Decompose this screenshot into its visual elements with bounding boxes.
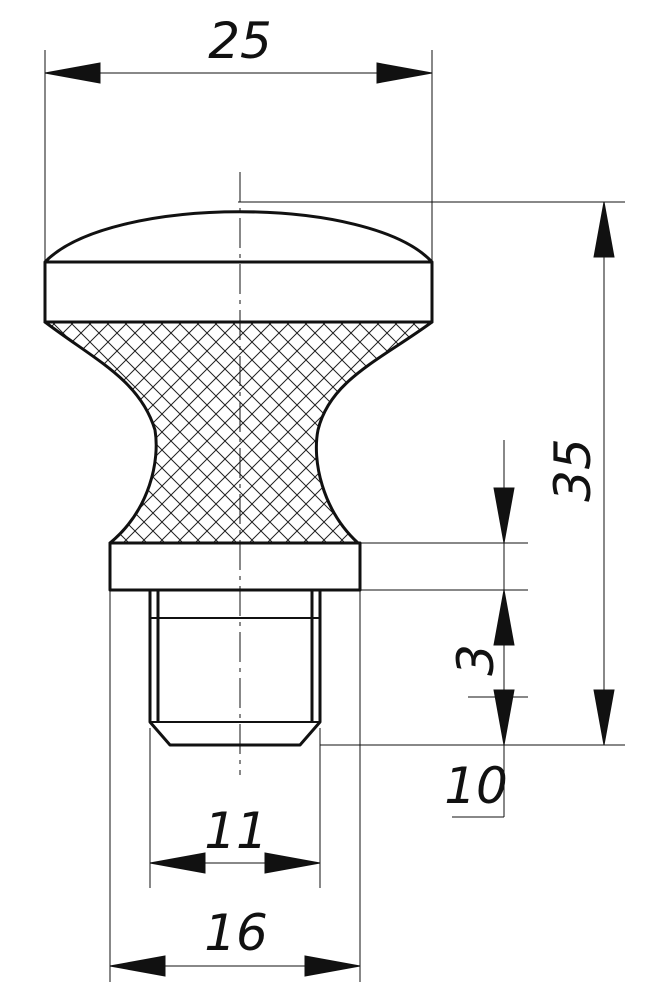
dim-overall-height: 35: [544, 438, 602, 502]
threaded-shank: [148, 590, 322, 747]
knurled-waist: [43, 320, 434, 545]
dim-collar-diameter: 16: [204, 904, 268, 962]
dome-cap: [43, 210, 434, 264]
dimension-lines: [44, 62, 615, 977]
dim-overall-width: 25: [208, 12, 272, 70]
dim-thread-diameter: 11: [204, 802, 268, 860]
dim-chamfer: 3: [447, 644, 505, 676]
dim-thread-length: 10: [444, 757, 508, 815]
collar: [108, 541, 362, 592]
extension-lines: [44, 50, 625, 982]
head-band: [43, 260, 434, 324]
part-outline: [43, 210, 434, 747]
